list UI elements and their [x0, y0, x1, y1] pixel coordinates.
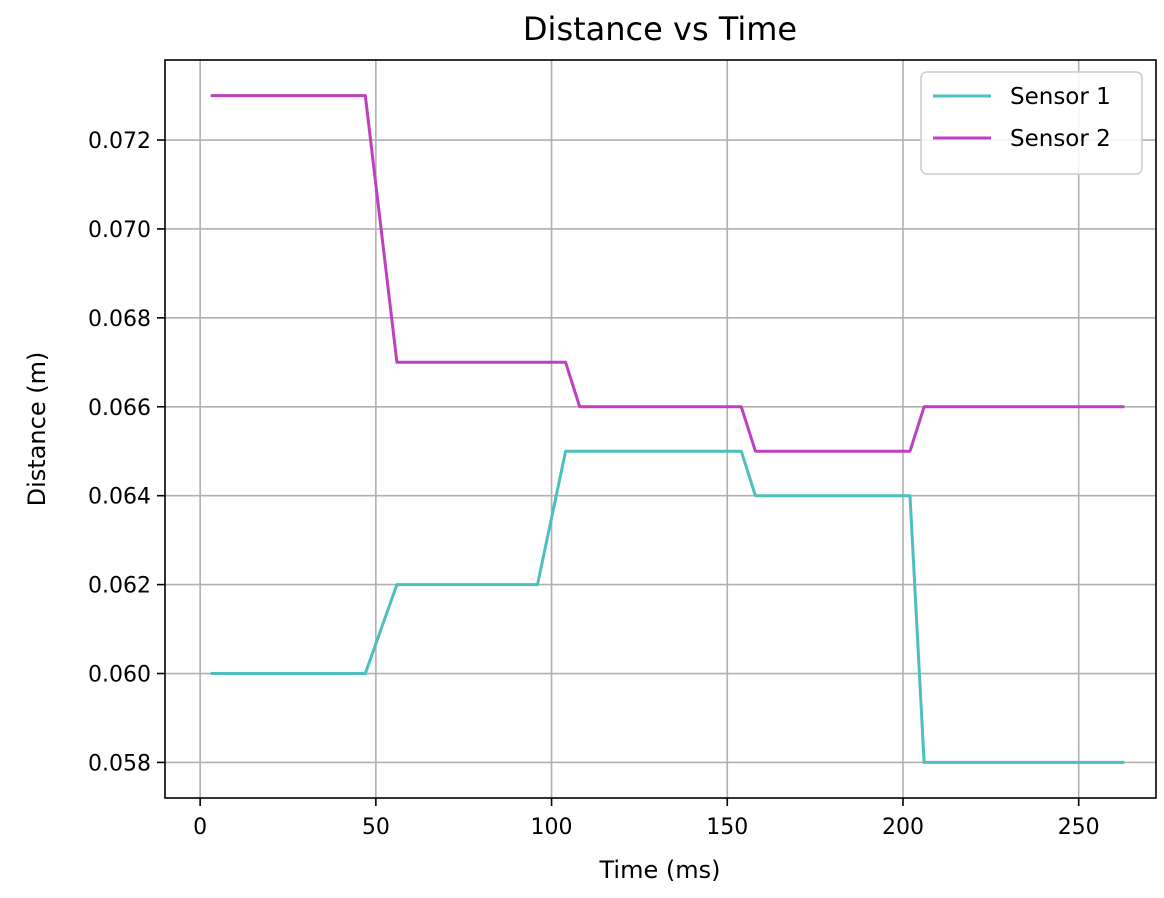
y-tick-label: 0.058	[88, 751, 151, 776]
legend-label: Sensor 2	[1010, 126, 1111, 152]
y-tick-label: 0.062	[88, 574, 151, 599]
series-layer	[210, 94, 1125, 764]
ticks: 0 50 100 150 200 250 0.058 0.060 0.062 0.064 0.066…	[88, 129, 1100, 840]
x-tick-label: 50	[362, 815, 390, 840]
legend: Sensor 1 Sensor 2	[920, 71, 1143, 175]
x-axis-label: Time (ms)	[599, 856, 721, 884]
y-tick-label: 0.072	[88, 129, 151, 154]
legend-label: Sensor 1	[1010, 84, 1111, 110]
axes-frame	[164, 59, 1157, 799]
series-line-1	[210, 449, 1125, 764]
x-tick-label: 0	[193, 815, 207, 840]
x-tick-label: 250	[1058, 815, 1100, 840]
y-tick-label: 0.068	[88, 307, 151, 332]
y-axis-label: Distance (m)	[23, 352, 51, 507]
y-tick-label: 0.060	[88, 663, 151, 688]
chart-title: Distance vs Time	[523, 10, 797, 48]
x-tick-label: 150	[706, 815, 748, 840]
series-line-2	[210, 94, 1125, 453]
y-tick-label: 0.066	[88, 396, 151, 421]
x-tick-label: 100	[531, 815, 573, 840]
x-tick-label: 200	[882, 815, 924, 840]
y-tick-label: 0.070	[88, 218, 151, 243]
y-tick-label: 0.064	[88, 485, 151, 510]
